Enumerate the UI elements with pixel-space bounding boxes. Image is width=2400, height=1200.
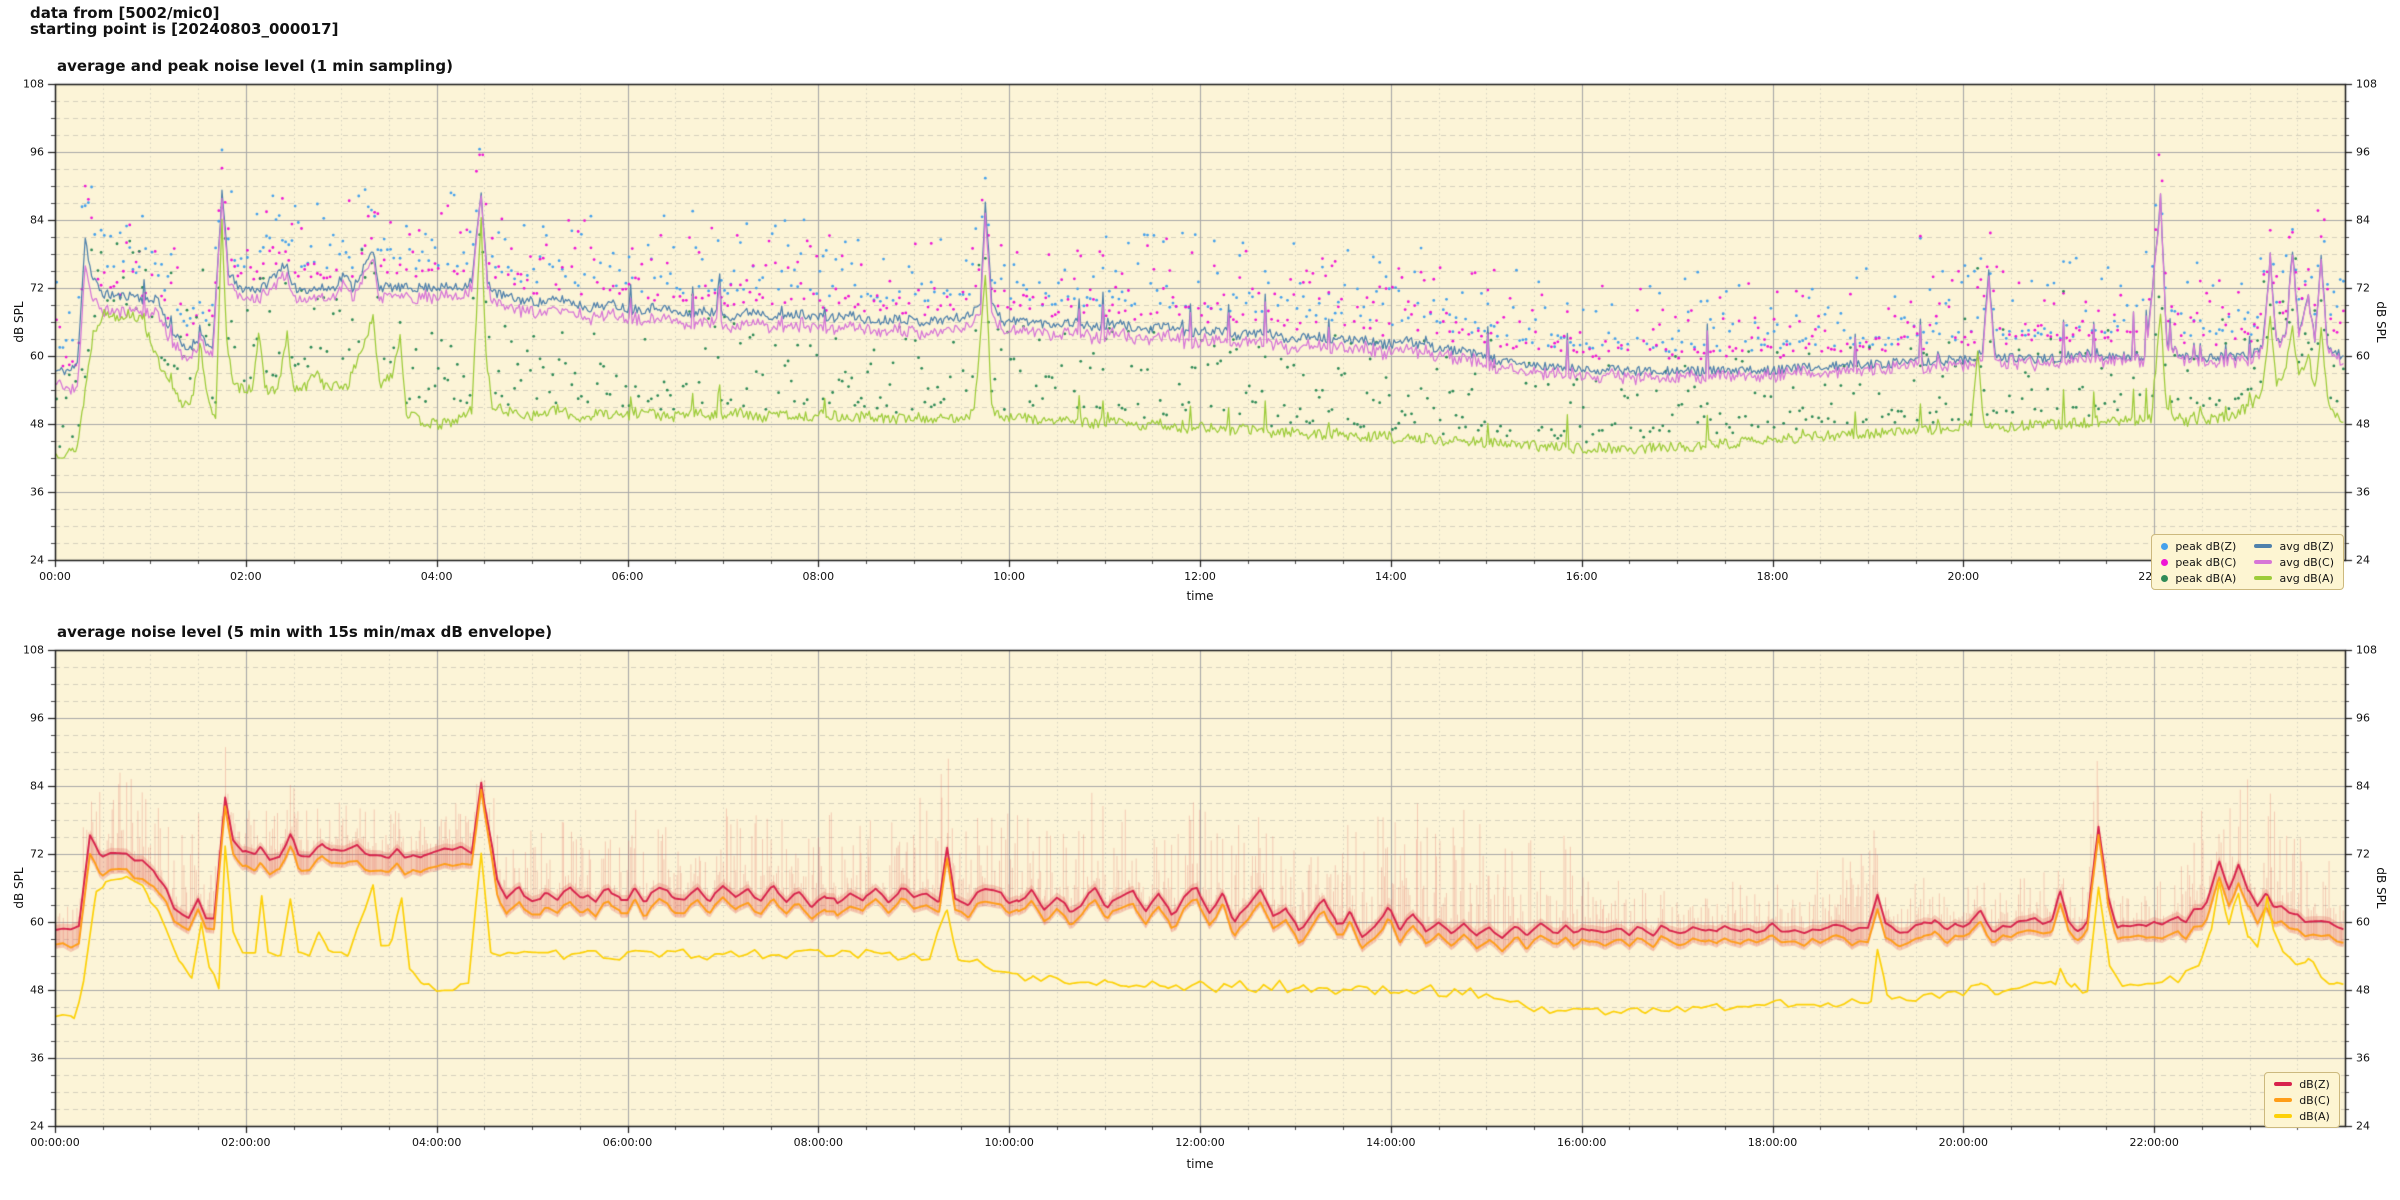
- legend-line-marker-icon: [2254, 544, 2273, 548]
- legend-line-marker-icon: [2274, 1098, 2293, 1102]
- legend-entry: dB(C): [2274, 1093, 2330, 1107]
- bottom-xaxis-label: time: [1186, 1157, 1214, 1171]
- legend-entry-label: dB(C): [2299, 1093, 2330, 1107]
- bottom-yaxis-label-right: dB SPL: [2374, 867, 2388, 909]
- legend-entry: dB(A): [2274, 1109, 2330, 1123]
- legend-entry-label: peak dB(Z): [2175, 539, 2237, 553]
- legend-entry-label: avg dB(A): [2279, 571, 2334, 585]
- legend-column: avg dB(Z) avg dB(C) avg dB(A): [2254, 539, 2334, 585]
- top-yaxis-label-left: dB SPL: [12, 301, 26, 343]
- legend-line-marker-icon: [2254, 560, 2273, 564]
- legend-line-marker-icon: [2254, 576, 2273, 580]
- legend-entry-label: dB(Z): [2299, 1077, 2330, 1091]
- legend-entry-label: dB(A): [2299, 1109, 2330, 1123]
- legend-entry-label: peak dB(A): [2175, 571, 2237, 585]
- legend-entry: avg dB(C): [2254, 555, 2334, 569]
- header-starting-point: starting point is [20240803_000017]: [30, 20, 339, 38]
- legend-column: peak dB(Z) peak dB(C) peak dB(A): [2161, 539, 2236, 585]
- header-data-source: data from [5002/mic0]: [30, 4, 220, 22]
- legend-entry-label: avg dB(C): [2279, 555, 2334, 569]
- legend-entry: peak dB(Z): [2161, 539, 2236, 553]
- legend-entry: peak dB(C): [2161, 555, 2236, 569]
- legend-entry-label: peak dB(C): [2175, 555, 2237, 569]
- legend-dot-marker-icon: [2161, 574, 2169, 582]
- legend-entry: peak dB(A): [2161, 571, 2236, 585]
- bottom-chart-title: average noise level (5 min with 15s min/…: [57, 623, 553, 641]
- top-yaxis-label-right: dB SPL: [2374, 301, 2388, 343]
- legend-line-marker-icon: [2274, 1082, 2293, 1086]
- top-xaxis-label: time: [1186, 589, 1214, 603]
- legend-dot-marker-icon: [2161, 558, 2169, 566]
- legend-line-marker-icon: [2274, 1114, 2293, 1118]
- legend-entry: dB(Z): [2274, 1077, 2330, 1091]
- legend-dot-marker-icon: [2161, 542, 2169, 550]
- legend-entry-label: avg dB(Z): [2279, 539, 2334, 553]
- legend-column: dB(Z) dB(C) dB(A): [2274, 1077, 2330, 1123]
- legend-entry: avg dB(A): [2254, 571, 2334, 585]
- bottom-chart-legend: dB(Z) dB(C) dB(A): [2264, 1072, 2340, 1128]
- legend-entry: avg dB(Z): [2254, 539, 2334, 553]
- bottom-yaxis-label-left: dB SPL: [12, 867, 26, 909]
- top-chart-legend: peak dB(Z) peak dB(C) peak dB(A) avg dB(Z) a…: [2151, 534, 2344, 590]
- top-chart-title: average and peak noise level (1 min samp…: [57, 57, 453, 75]
